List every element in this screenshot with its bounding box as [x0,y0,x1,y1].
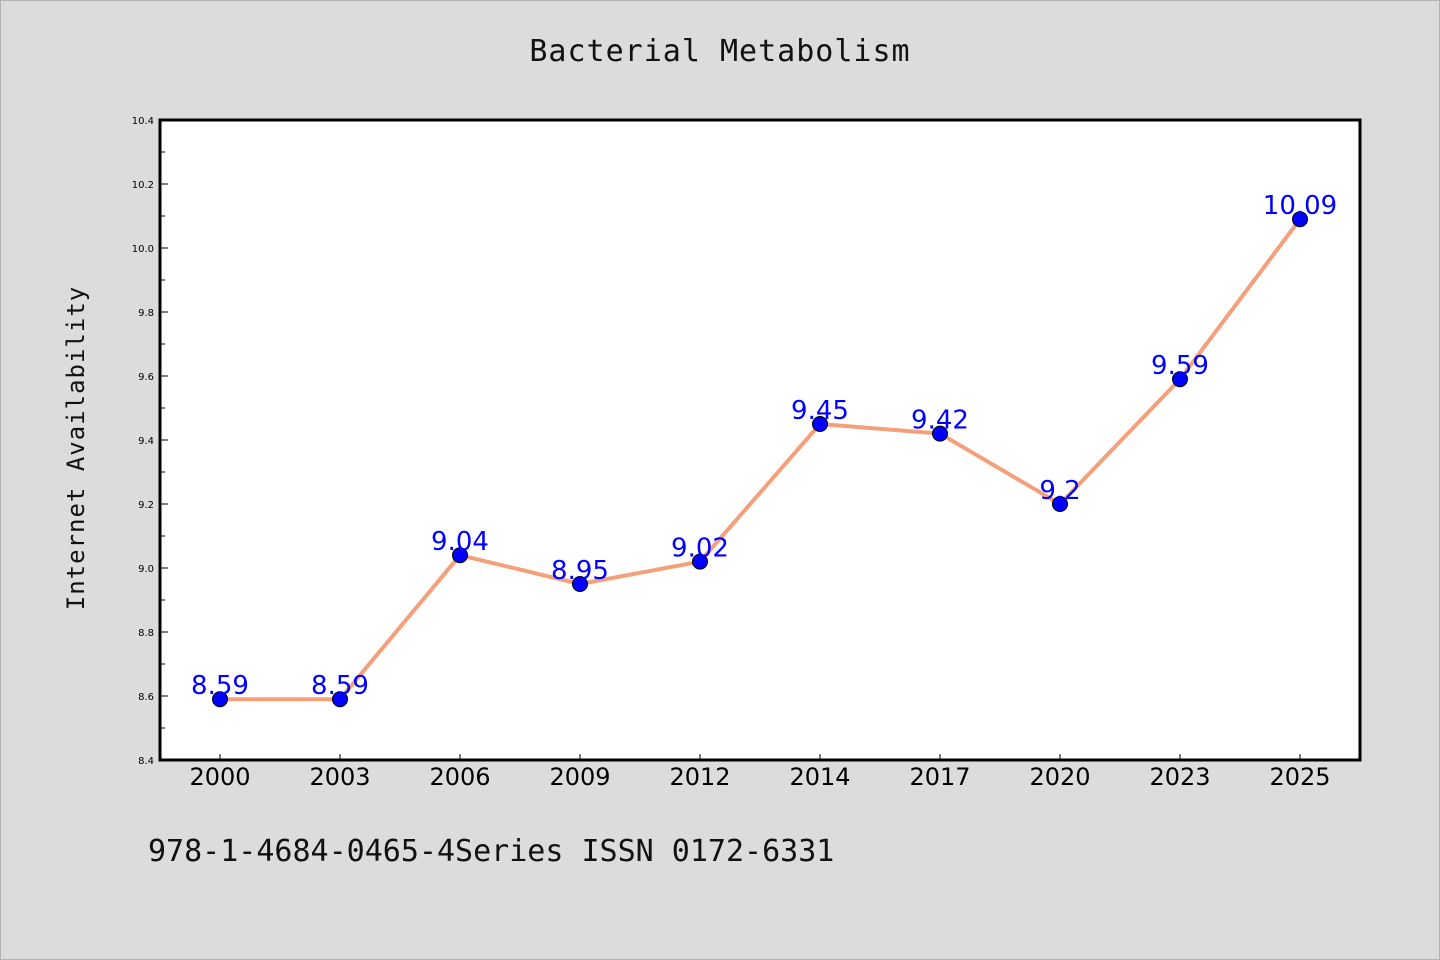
series-line [220,217,1302,702]
y-tick-label: 9.8 [138,308,154,319]
data-label: 9.04 [431,527,489,557]
data-point [1292,211,1308,228]
series-layer: 8.59 8.59 9.04 8.95 9.02 9.45 9.42 9.2 9.59 10.09 [191,191,1337,708]
x-tick-label: 2025 [1269,763,1330,791]
data-point [1172,371,1188,388]
data-point [332,691,348,708]
y-tick-label: 9.4 [138,436,154,447]
x-axis-ticks: 2000 2003 2006 2009 2012 2014 2017 2020 2023 2025 [189,754,1331,791]
data-label: 9.42 [911,406,969,436]
data-point [812,416,828,432]
x-tick-label: 2003 [309,763,370,791]
y-axis-ticks: 8.4 8.6 8.8 9.0 9.2 9.4 9.6 9.8 10.0 10.2 10.4 [132,116,168,767]
data-label: 8.59 [311,671,369,701]
y-tick-label: 8.8 [138,628,154,639]
y-tick-label: 9.6 [138,372,154,383]
y-tick-label: 8.6 [138,692,154,703]
y-tick-label: 10.2 [132,180,154,191]
data-point [212,691,228,708]
footer-isbn-text: 978-1-4684-0465-4Series ISSN 0172-6331 [148,834,835,869]
data-label: 9.02 [671,534,729,564]
data-label: 9.59 [1151,351,1209,381]
x-tick-label: 2000 [189,763,250,791]
y-tick-label: 10.0 [132,244,154,255]
data-label: 8.95 [551,556,609,586]
chart-title: Bacterial Metabolism [529,34,911,69]
y-tick-label: 8.4 [138,756,154,767]
data-point [572,576,588,592]
data-label: 9.45 [791,396,849,426]
x-tick-label: 2012 [669,763,730,791]
data-point [1052,496,1068,512]
y-tick-label: 9.0 [138,564,154,575]
plot-area [158,118,1362,762]
x-tick-label: 2006 [429,763,490,791]
y-tick-label: 10.4 [132,116,154,127]
y-tick-label: 9.2 [138,500,154,511]
data-label: 10.09 [1263,191,1337,221]
x-tick-label: 2014 [789,763,850,791]
x-tick-label: 2017 [909,763,970,791]
x-tick-label: 2020 [1029,763,1090,791]
data-point [692,553,708,570]
data-label: 8.59 [191,671,249,701]
data-point [452,547,468,564]
x-tick-label: 2009 [549,763,610,791]
data-point [932,425,948,442]
x-tick-label: 2023 [1149,763,1210,791]
data-label: 9.2 [1039,476,1080,506]
